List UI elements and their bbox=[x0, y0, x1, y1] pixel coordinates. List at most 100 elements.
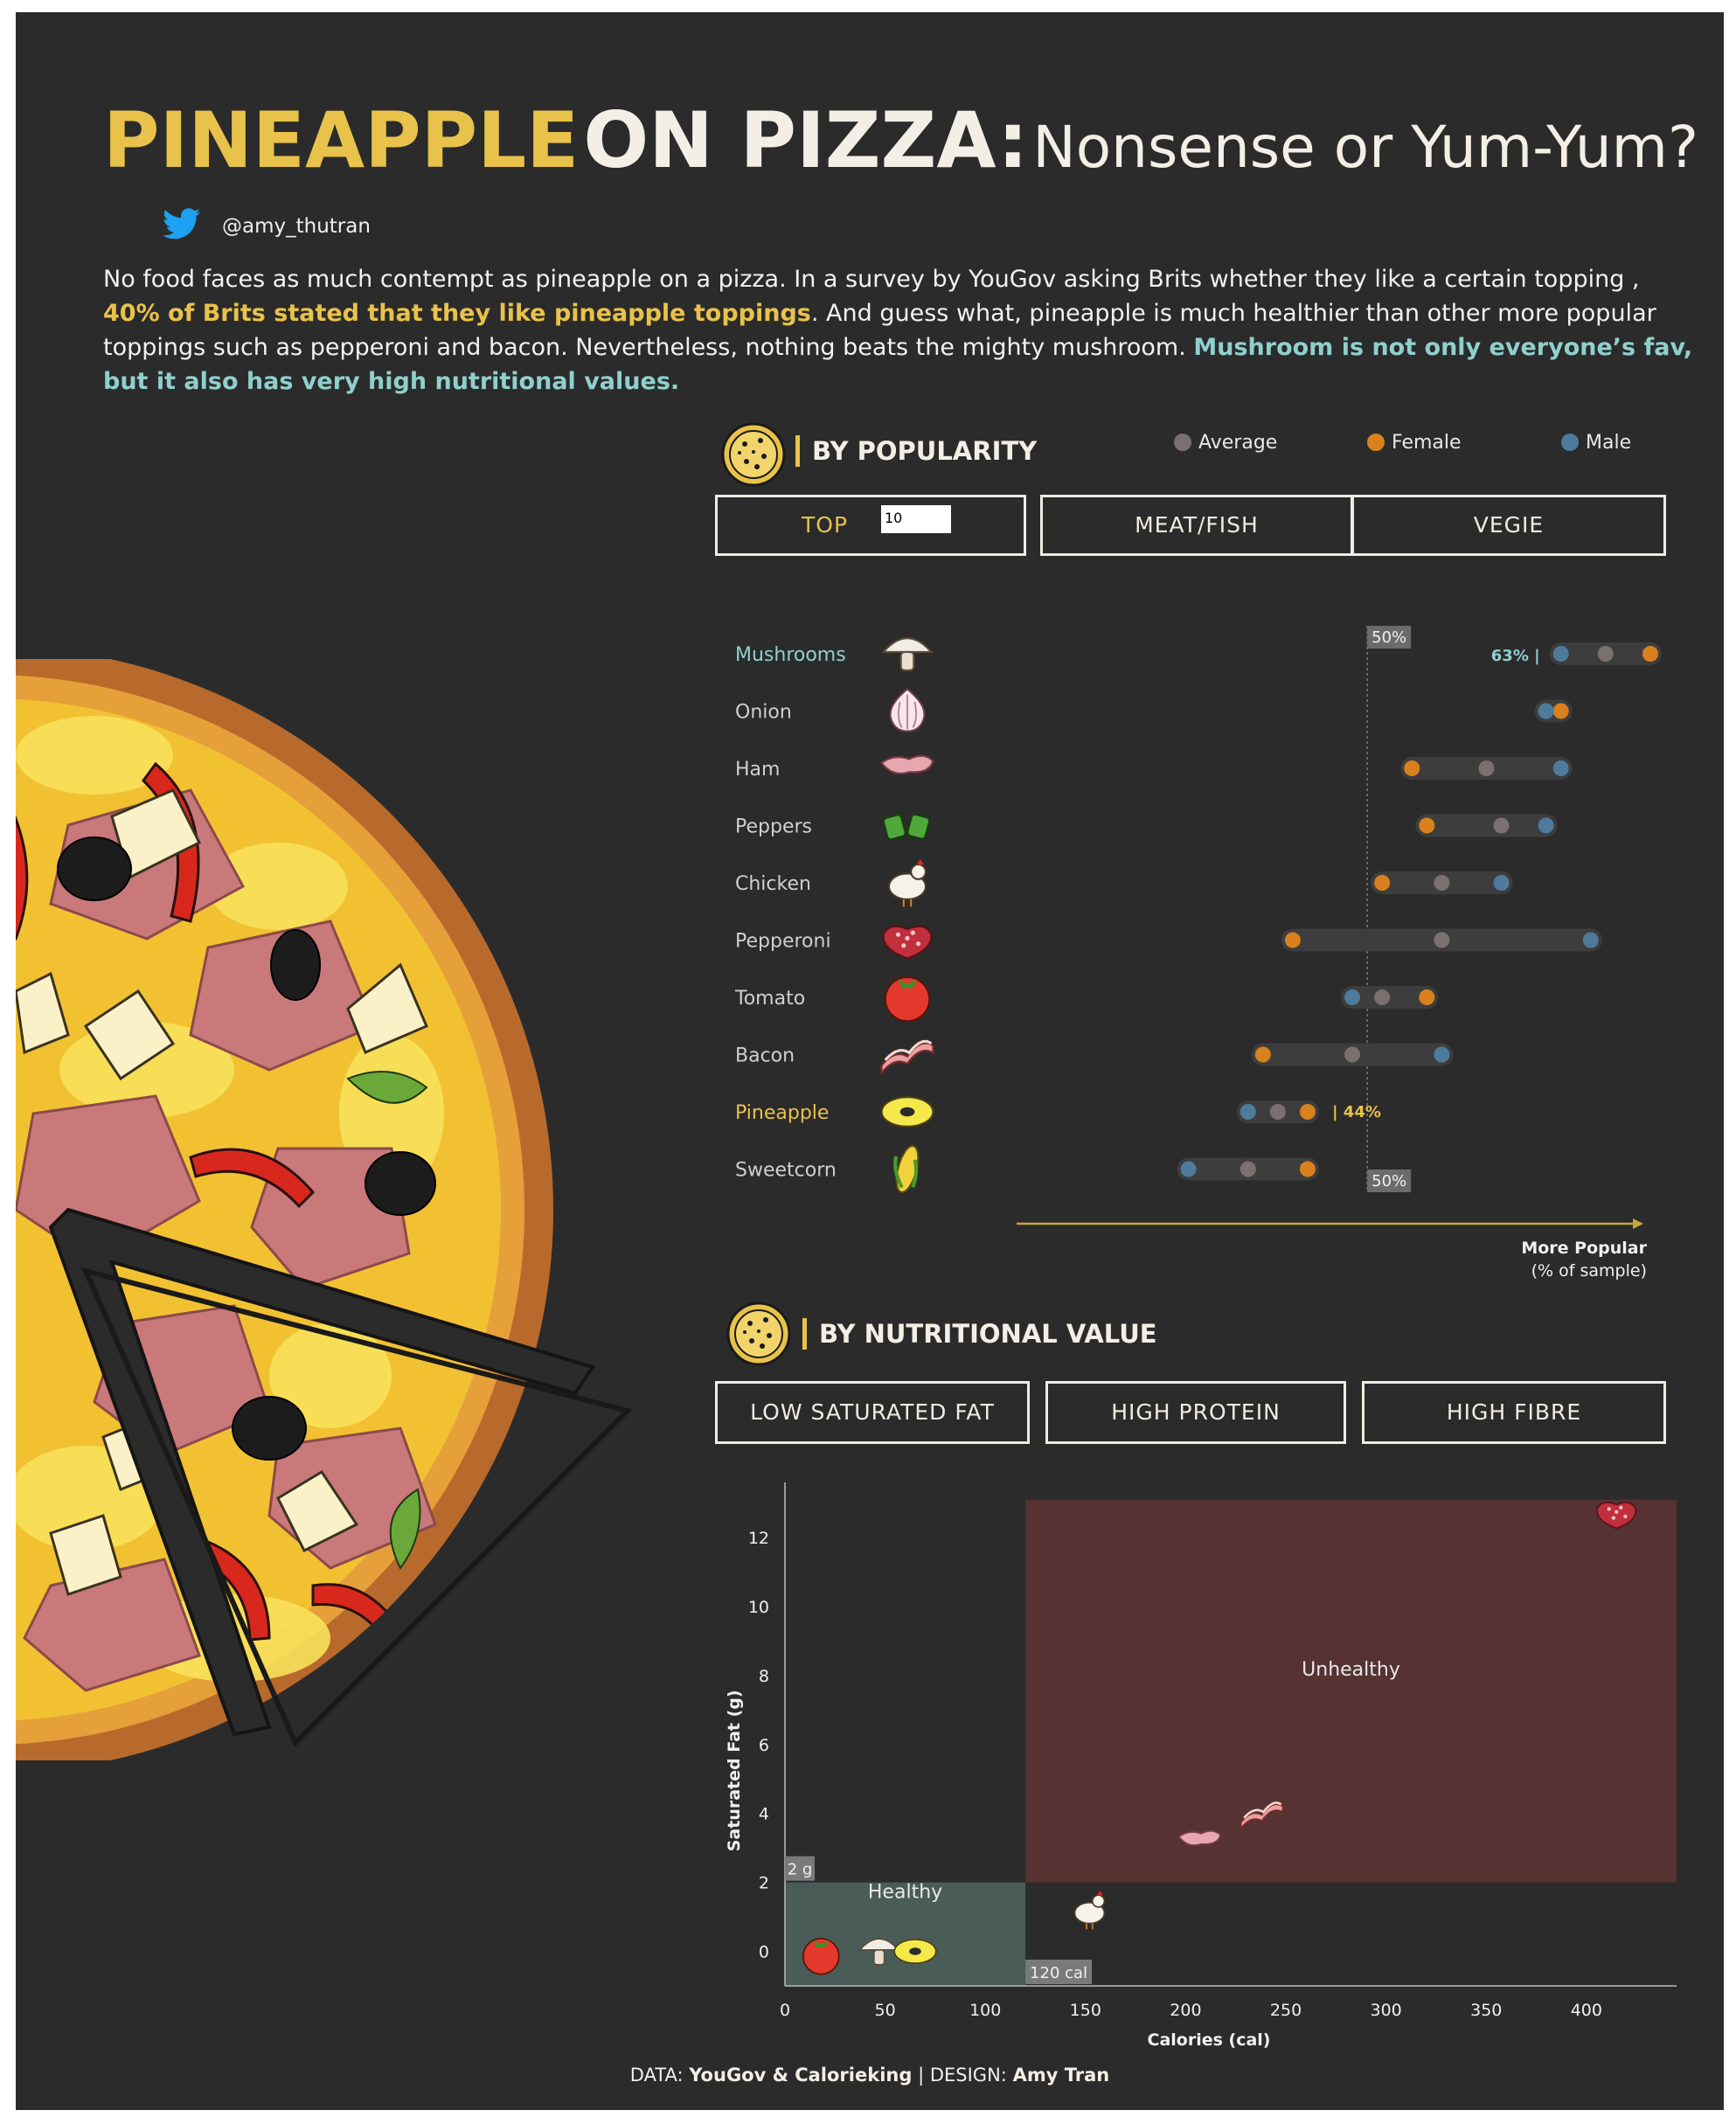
dot-sweetcorn-male bbox=[1180, 1161, 1197, 1177]
category-label-ham: Ham bbox=[735, 759, 780, 781]
point-pepperoni bbox=[1596, 1501, 1637, 1530]
legend-average-label: Average bbox=[1198, 432, 1278, 454]
credit-design-label: DESIGN: bbox=[929, 2065, 1007, 2086]
category-label-mushrooms: Mushrooms bbox=[735, 644, 846, 666]
fat-threshold-label-bg bbox=[785, 1856, 815, 1881]
x-axis-label: Calories (cal) bbox=[1148, 2030, 1271, 2050]
twitter-handle[interactable]: @amy_thutran bbox=[222, 215, 371, 238]
dot-mushrooms-male bbox=[1552, 646, 1569, 662]
filter-meat-fish-button[interactable]: MEAT/FISH bbox=[1040, 495, 1353, 556]
reference-label-bottom-bg bbox=[1367, 1170, 1412, 1192]
filter-high-fibre-button[interactable]: HIGH FIBRE bbox=[1362, 1381, 1666, 1444]
annotation-mushrooms: 63% | bbox=[1491, 647, 1540, 665]
pineapple-icon bbox=[880, 1096, 934, 1128]
reference-label-bottom: 50% bbox=[1371, 1172, 1406, 1190]
category-label-bacon: Bacon bbox=[735, 1045, 795, 1067]
tomato-icon bbox=[884, 975, 931, 1023]
fat-threshold-label: 2 g bbox=[788, 1861, 813, 1879]
category-label-sweetcorn: Sweetcorn bbox=[735, 1160, 837, 1182]
calorie-threshold-label-bg bbox=[1025, 1960, 1093, 1984]
calorie-threshold-label: 120 cal bbox=[1030, 1964, 1087, 1982]
dot-ham-average bbox=[1478, 760, 1495, 776]
dot-pepperoni-male bbox=[1582, 932, 1599, 948]
legend-female-swatch bbox=[1367, 434, 1385, 451]
pepperoni-icon bbox=[882, 925, 933, 960]
x-tick-400: 400 bbox=[1571, 2001, 1602, 2020]
filter-vegie-button[interactable]: VEGIE bbox=[1351, 495, 1666, 556]
ham-icon bbox=[880, 754, 934, 774]
dot-sweetcorn-female bbox=[1299, 1161, 1316, 1177]
dot-peppers-average bbox=[1493, 817, 1510, 834]
credit-designer: Amy Tran bbox=[1012, 2065, 1110, 2086]
point-bacon bbox=[1240, 1801, 1284, 1831]
category-label-peppers: Peppers bbox=[735, 816, 812, 838]
x-tick-150: 150 bbox=[1070, 2001, 1101, 2020]
dot-pepperoni-female bbox=[1284, 932, 1301, 948]
category-label-chicken: Chicken bbox=[735, 873, 811, 895]
credit-data-label: DATA: bbox=[629, 2065, 684, 2086]
bacon-icon bbox=[880, 1039, 934, 1076]
dot-chicken-average bbox=[1434, 875, 1450, 891]
x-tick-250: 250 bbox=[1270, 2001, 1302, 2020]
dot-peppers-female bbox=[1419, 817, 1435, 834]
y-tick-2: 2 bbox=[759, 1874, 769, 1893]
y-tick-0: 0 bbox=[759, 1943, 769, 1962]
filter-top-label: TOP bbox=[802, 512, 849, 538]
infographic-canvas: PINEAPPLE ON PIZZA: Nonsense or Yum-Yum?… bbox=[16, 12, 1724, 2110]
nutrition-heading: BY NUTRITIONAL VALUE bbox=[802, 1318, 1157, 1350]
dot-chicken-male bbox=[1493, 875, 1510, 891]
dot-peppers-male bbox=[1538, 817, 1554, 834]
dot-tomato-male bbox=[1344, 989, 1361, 1005]
pizza-badge-icon bbox=[721, 422, 786, 487]
twitter-icon[interactable] bbox=[163, 208, 201, 239]
popularity-dumbbell-chart: 50% 50% Mushrooms 63% | Onion Ham Peppers Chick… bbox=[734, 626, 1662, 1281]
dot-mushrooms-average bbox=[1597, 646, 1614, 662]
peppers-icon bbox=[882, 813, 931, 841]
credit-separator: | bbox=[918, 2065, 925, 2086]
mushrooms-icon bbox=[881, 637, 934, 671]
legend-male-label: Male bbox=[1586, 432, 1632, 454]
dot-tomato-average bbox=[1374, 989, 1391, 1005]
region-label-healthy: Healthy bbox=[868, 1881, 942, 1903]
annotation-pineapple: | 44% bbox=[1332, 1103, 1381, 1121]
dot-bacon-male bbox=[1434, 1046, 1450, 1063]
dot-onion-male bbox=[1538, 703, 1554, 719]
pizza-illustration bbox=[16, 659, 633, 1760]
dot-pineapple-average bbox=[1269, 1104, 1286, 1120]
point-chicken bbox=[1073, 1891, 1106, 1930]
dot-chicken-female bbox=[1374, 875, 1391, 891]
y-tick-8: 8 bbox=[759, 1667, 769, 1686]
y-tick-10: 10 bbox=[748, 1598, 769, 1617]
title-pineapple: PINEAPPLE bbox=[103, 95, 580, 185]
dot-pepperoni-average bbox=[1434, 932, 1450, 948]
point-tomato bbox=[802, 1937, 840, 1975]
reference-label-top: 50% bbox=[1371, 628, 1406, 647]
y-axis-label: Saturated Fat (g) bbox=[725, 1690, 744, 1851]
sweetcorn-icon bbox=[893, 1144, 920, 1194]
intro-highlight-mushroom: Mushroom is not only everyone’s fav, but… bbox=[103, 334, 1693, 395]
dot-onion-female bbox=[1552, 703, 1569, 719]
legend-average-swatch bbox=[1174, 434, 1191, 451]
intro-text-2: . And guess what, pineapple is much heal… bbox=[103, 300, 1656, 361]
chicken-icon bbox=[887, 858, 927, 907]
pizza-badge-icon-2 bbox=[726, 1301, 791, 1366]
legend-male-swatch bbox=[1561, 434, 1579, 451]
y-tick-6: 6 bbox=[759, 1736, 769, 1755]
dot-bacon-female bbox=[1254, 1046, 1271, 1063]
reference-label-top-bg bbox=[1367, 626, 1412, 649]
filter-high-protein-button[interactable]: HIGH PROTEIN bbox=[1045, 1381, 1346, 1444]
popularity-axis-arrowhead bbox=[1633, 1218, 1643, 1229]
filter-low-sat-fat-button[interactable]: LOW SATURATED FAT bbox=[715, 1381, 1030, 1444]
filter-top-button[interactable]: TOP bbox=[715, 495, 1026, 556]
popularity-heading: BY POPULARITY bbox=[795, 435, 1037, 467]
region-label-unhealthy: Unhealthy bbox=[1302, 1659, 1400, 1681]
point-pineapple bbox=[893, 1939, 937, 1964]
category-label-onion: Onion bbox=[735, 702, 792, 724]
popularity-axis-sublabel: (% of sample) bbox=[1531, 1261, 1647, 1281]
dot-tomato-female bbox=[1419, 989, 1435, 1005]
dot-sweetcorn-average bbox=[1240, 1161, 1256, 1177]
legend-female: Female bbox=[1367, 432, 1462, 454]
top-n-input[interactable]: 10 bbox=[881, 505, 951, 533]
legend-female-label: Female bbox=[1392, 432, 1462, 454]
